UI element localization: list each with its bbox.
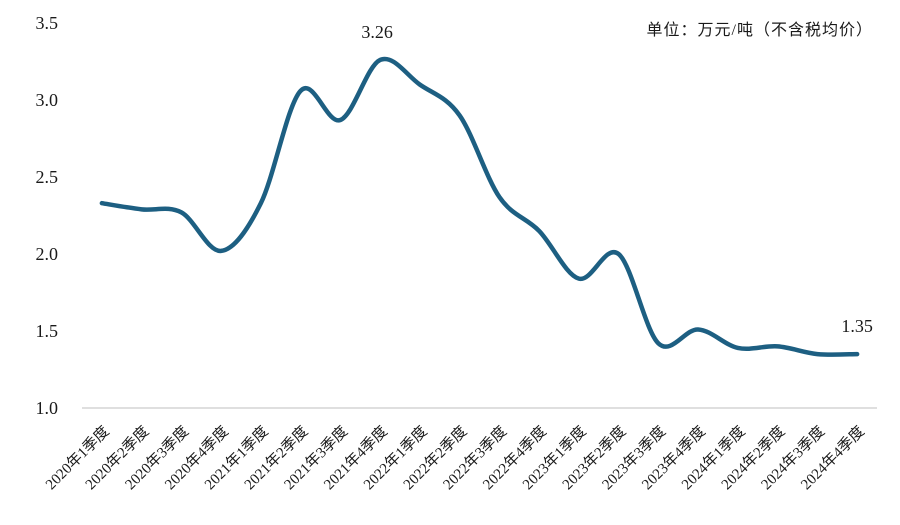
y-tick-label: 3.5 xyxy=(36,13,59,33)
y-tick-label: 2.0 xyxy=(36,244,59,264)
x-axis-ticks: 2020年1季度2020年2季度2020年3季度2020年4季度2021年1季度… xyxy=(42,423,868,493)
data-labels: 3.26 1.35 xyxy=(361,22,873,336)
y-tick-label: 3.0 xyxy=(36,90,59,110)
series-line xyxy=(99,56,860,357)
y-tick-label: 1.0 xyxy=(36,398,59,418)
data-label: 1.35 xyxy=(841,316,873,336)
y-axis-ticks: 1.0 1.5 2.0 2.5 3.0 3.5 xyxy=(36,13,59,418)
y-tick-label: 1.5 xyxy=(36,321,59,341)
series-group xyxy=(99,56,860,357)
unit-label: 单位：万元/吨（不含税均价） xyxy=(647,21,873,39)
data-label: 3.26 xyxy=(361,22,393,42)
y-tick-label: 2.5 xyxy=(36,167,59,187)
